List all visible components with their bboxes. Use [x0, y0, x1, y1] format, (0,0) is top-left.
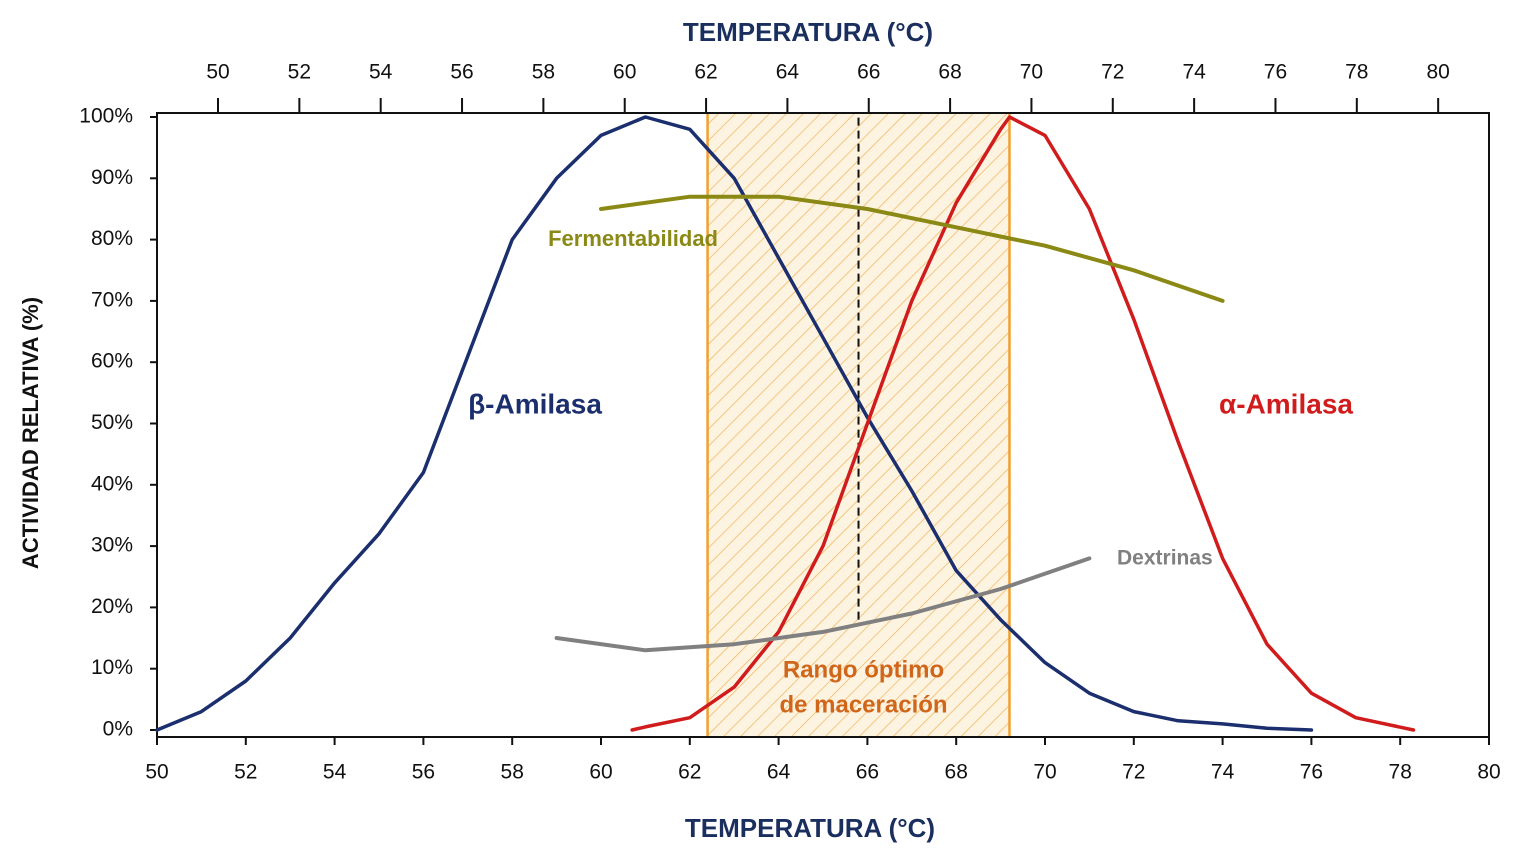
- optimal-range-label: Rango óptimo: [783, 656, 944, 683]
- y-tick-label: 40%: [91, 472, 133, 495]
- plot-frame: [156, 112, 1490, 738]
- top-x-tick-label: 62: [694, 61, 717, 84]
- x-tick-label: 56: [412, 761, 435, 784]
- top-x-tick-label: 72: [1101, 61, 1124, 84]
- top-x-tick-label: 74: [1182, 61, 1206, 84]
- series-line: [630, 115, 1416, 732]
- top-x-tick-label: 76: [1264, 61, 1287, 84]
- top-x-tick-label: 58: [532, 61, 555, 84]
- x-tick-label: 70: [1033, 761, 1056, 784]
- top-x-tick-label: 50: [206, 61, 229, 84]
- top-x-tick-label: 64: [776, 61, 800, 84]
- series-line: [155, 115, 1314, 732]
- top-x-tick-label: 52: [288, 61, 311, 84]
- top-x-tick-label: 54: [369, 61, 393, 84]
- x-tick-label: 60: [589, 761, 612, 784]
- optimal-range-hatch: [707, 113, 1010, 737]
- x-tick-label: 52: [234, 761, 257, 784]
- top-x-tick-label: 78: [1345, 61, 1368, 84]
- series-label: Dextrinas: [1117, 547, 1213, 570]
- x-tick-label: 78: [1389, 761, 1412, 784]
- y-tick-label: 0%: [103, 718, 133, 741]
- x-tick-label: 54: [323, 761, 347, 784]
- x-tick-label: 72: [1122, 761, 1145, 784]
- x-tick-label: 76: [1300, 761, 1323, 784]
- top-x-tick-label: 66: [857, 61, 880, 84]
- x-tick-label: 68: [945, 761, 968, 784]
- top-x-tick-label: 70: [1020, 61, 1043, 84]
- top-axis-title: TEMPERATURA (°C): [683, 17, 933, 47]
- y-tick-label: 70%: [91, 288, 133, 311]
- y-tick-label: 90%: [91, 166, 133, 189]
- y-tick-label: 20%: [91, 595, 133, 618]
- x-axis-title: TEMPERATURA (°C): [685, 813, 935, 843]
- x-tick-label: 66: [856, 761, 879, 784]
- series-label: α-Amilasa: [1219, 388, 1353, 419]
- optimal-range-label: de maceración: [779, 691, 947, 718]
- top-x-tick-label: 56: [450, 61, 473, 84]
- top-x-tick-label: 68: [938, 61, 961, 84]
- x-tick-label: 74: [1211, 761, 1235, 784]
- x-tick-label: 64: [767, 761, 791, 784]
- series-line: [554, 556, 1092, 653]
- x-tick-label: 58: [501, 761, 524, 784]
- top-x-tick-label: 80: [1426, 61, 1449, 84]
- x-tick-label: 62: [678, 761, 701, 784]
- x-tick-label: 80: [1477, 761, 1500, 784]
- y-tick-label: 10%: [91, 656, 133, 679]
- series-label: Fermentabilidad: [548, 226, 718, 251]
- series-label: β-Amilasa: [468, 388, 602, 419]
- y-axis-title: ACTIVIDAD RELATIVA (%): [18, 297, 43, 569]
- y-tick-label: 30%: [91, 534, 133, 557]
- x-tick-label: 50: [145, 761, 168, 784]
- top-x-tick-label: 60: [613, 61, 636, 84]
- y-tick-label: 100%: [79, 105, 133, 128]
- y-tick-label: 60%: [91, 350, 133, 373]
- y-tick-label: 80%: [91, 227, 133, 250]
- series-line: [599, 194, 1225, 303]
- y-tick-label: 50%: [91, 411, 133, 434]
